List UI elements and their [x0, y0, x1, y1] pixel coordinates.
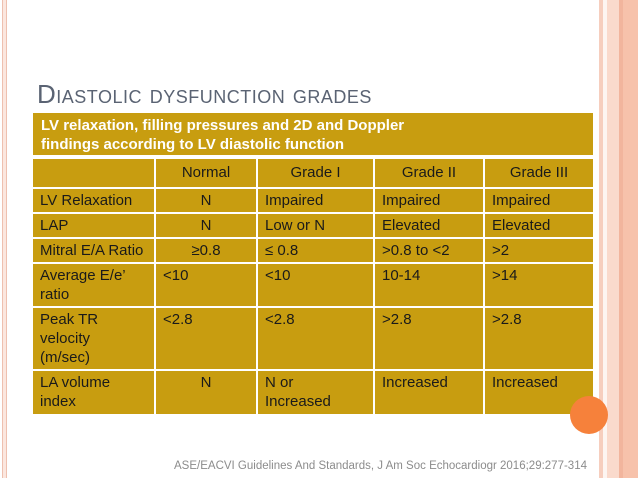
cell: >2.8: [375, 308, 483, 369]
table-row: LV Relaxation N Impaired Impaired Impaired: [33, 189, 593, 212]
row-label: LAP: [33, 214, 154, 237]
row-label: Mitral E/A Ratio: [33, 239, 154, 262]
cell: >0.8 to <2: [375, 239, 483, 262]
row-label: Peak TR velocity (m/sec): [33, 308, 154, 369]
right-frame-stripes: [599, 0, 638, 478]
cell: Impaired: [258, 189, 373, 212]
cell: Elevated: [485, 214, 593, 237]
cell: <10: [258, 264, 373, 306]
table-row: Peak TR velocity (m/sec) <2.8 <2.8 >2.8 >2.8: [33, 308, 593, 369]
cell: >2.8: [485, 308, 593, 369]
cell: ≥0.8: [156, 239, 256, 262]
cell: 10-14: [375, 264, 483, 306]
page-title: Diastolic dysfunction grades: [37, 79, 372, 110]
row-label: Average E/e’ ratio: [33, 264, 154, 306]
cell: Increased: [375, 371, 483, 414]
table-row: Mitral E/A Ratio ≥0.8 ≤ 0.8 >0.8 to <2 >2: [33, 239, 593, 262]
column-header: Grade I: [258, 159, 373, 187]
column-header: Grade II: [375, 159, 483, 187]
accent-circle: [570, 396, 608, 434]
row-label-column-header: [33, 159, 154, 187]
table-caption: LV relaxation, filling pressures and 2D …: [33, 113, 593, 155]
cell: N: [156, 371, 256, 414]
cell: N or Increased: [258, 371, 373, 414]
footer-citation: ASE/EACVI Guidelines And Standards, J Am…: [174, 460, 587, 472]
cell: N: [156, 214, 256, 237]
cell: ≤ 0.8: [258, 239, 373, 262]
cell: >2: [485, 239, 593, 262]
grades-table: Normal Grade I Grade II Grade III LV Relaxa…: [31, 157, 595, 416]
table-body: LV Relaxation N Impaired Impaired Impaired LA…: [33, 189, 593, 414]
cell: <2.8: [258, 308, 373, 369]
cell: Impaired: [375, 189, 483, 212]
column-header: Grade III: [485, 159, 593, 187]
cell: Low or N: [258, 214, 373, 237]
cell: >14: [485, 264, 593, 306]
column-header: Normal: [156, 159, 256, 187]
cell: <2.8: [156, 308, 256, 369]
cell: N: [156, 189, 256, 212]
cell: <10: [156, 264, 256, 306]
cell: Impaired: [485, 189, 593, 212]
left-frame-stripe: [2, 0, 7, 478]
table-column-header-row: Normal Grade I Grade II Grade III: [33, 159, 593, 187]
table-row: LA volume index N N or Increased Increased I…: [33, 371, 593, 414]
row-label: LV Relaxation: [33, 189, 154, 212]
table-row: Average E/e’ ratio <10 <10 10-14 >14: [33, 264, 593, 306]
row-label: LA volume index: [33, 371, 154, 414]
cell: Elevated: [375, 214, 483, 237]
table-row: LAP N Low or N Elevated Elevated: [33, 214, 593, 237]
diastolic-grades-table: LV relaxation, filling pressures and 2D …: [33, 113, 593, 416]
